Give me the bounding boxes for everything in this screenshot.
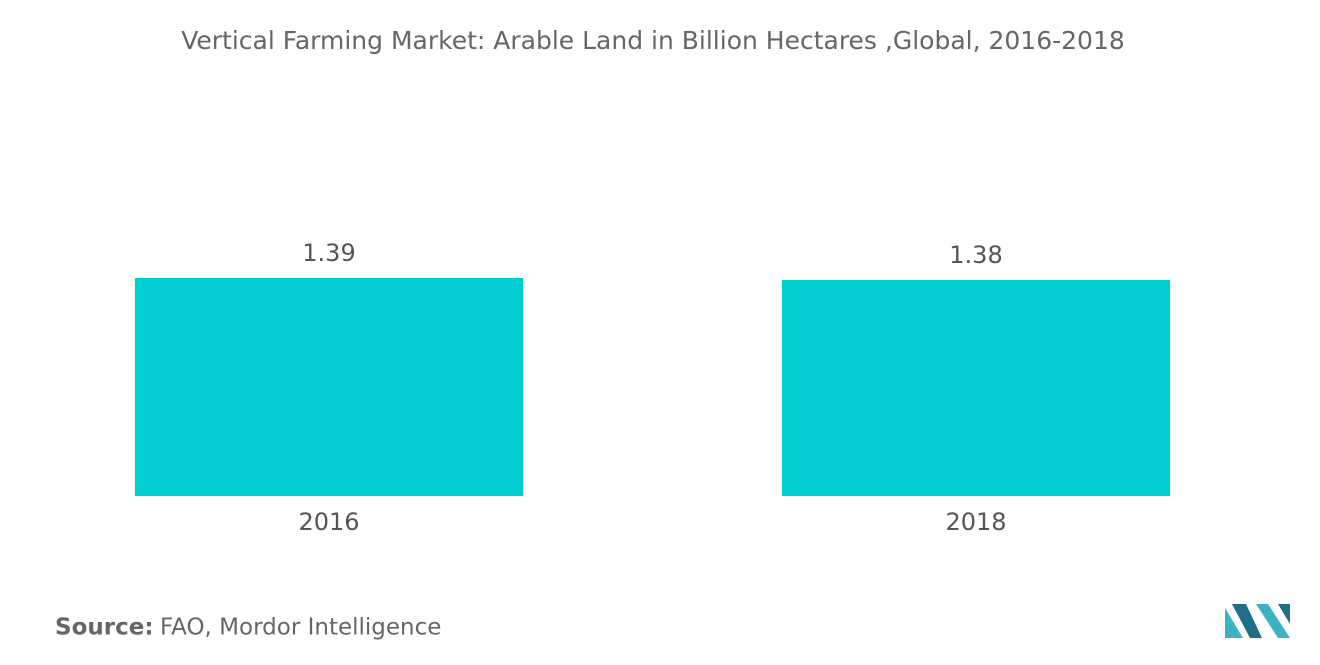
x-tick-label: 2018 [945, 508, 1006, 536]
data-label: 1.38 [949, 241, 1002, 269]
source-label: Source: [55, 615, 154, 641]
bar [781, 280, 1171, 496]
logo [1225, 604, 1290, 638]
chart-title: Vertical Farming Market: Arable Land in … [181, 26, 1125, 55]
source-text: FAO, Mordor Intelligence [160, 615, 441, 641]
bar [134, 278, 524, 496]
data-label: 1.39 [302, 239, 355, 267]
x-tick-label: 2016 [298, 508, 359, 536]
